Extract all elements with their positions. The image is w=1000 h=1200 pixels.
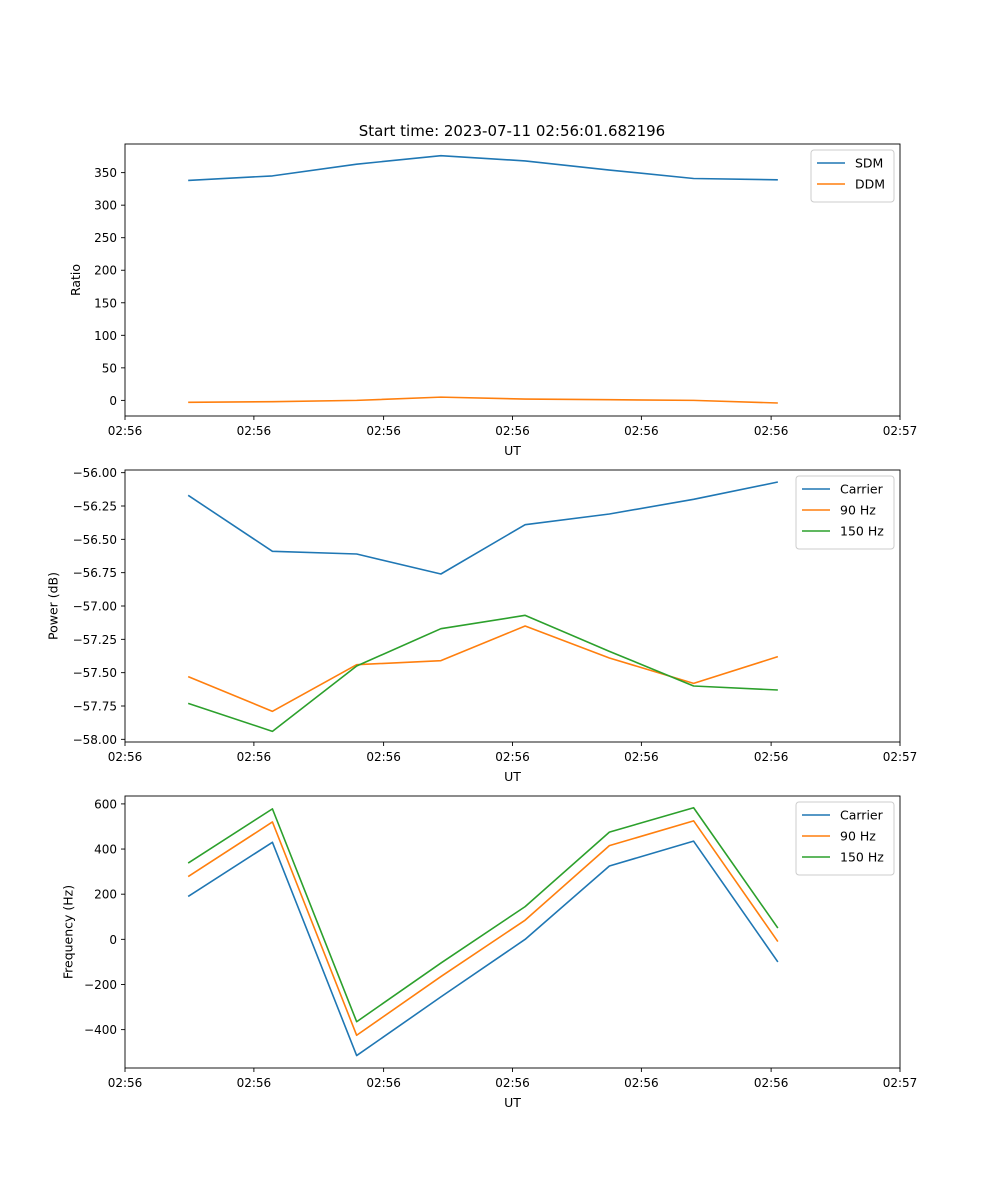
subplot-1: 02:56 02:56 02:56 02:56 02:56 02:56 02:57 0 50 10… xyxy=(68,143,918,458)
subplot-3: 02:56 02:56 02:56 02:56 02:56 02:56 02:57 −400 −… xyxy=(61,795,918,1110)
legend-entry-label: 150 Hz xyxy=(840,524,884,539)
y-tick-label: −200 xyxy=(84,978,117,992)
legend-entry-label: SDM xyxy=(855,156,883,171)
x-tick-label: 02:56 xyxy=(237,1076,272,1090)
x-axis-label: UT xyxy=(504,443,521,458)
legend-entry-label: Carrier xyxy=(840,808,884,823)
y-tick-label: 600 xyxy=(94,797,117,811)
y-tick-label: −56.00 xyxy=(73,466,117,480)
legend: Carrier 90 Hz 150 Hz xyxy=(795,475,895,550)
y-tick-label: −57.75 xyxy=(73,700,117,714)
x-tick-label: 02:57 xyxy=(883,424,918,438)
series-line-sdm xyxy=(188,154,778,182)
y-tick-label: 200 xyxy=(94,264,117,278)
series-line-150-hz xyxy=(187,806,779,1023)
x-tick-label: 02:56 xyxy=(366,1076,401,1090)
y-tick-label: 350 xyxy=(94,166,117,180)
x-tick-label: 02:56 xyxy=(754,424,789,438)
y-tick-label: 400 xyxy=(94,843,117,857)
x-tick-label: 02:56 xyxy=(366,424,401,438)
x-tick-label: 02:56 xyxy=(754,1076,789,1090)
legend: Carrier 90 Hz 150 Hz xyxy=(795,801,895,876)
y-axis-label: Frequency (Hz) xyxy=(61,885,76,979)
x-tick-label: 02:56 xyxy=(108,1076,143,1090)
panels: 02:56 02:56 02:56 02:56 02:56 02:56 02:57 0 50 10… xyxy=(45,143,918,1110)
x-tick-label: 02:56 xyxy=(624,424,659,438)
figure-title: Start time: 2023-07-11 02:56:01.682196 xyxy=(359,122,665,140)
x-tick-label: 02:57 xyxy=(883,1076,918,1090)
y-tick-label: −400 xyxy=(84,1023,117,1037)
series-line-carrier xyxy=(187,840,779,1057)
x-axis-label: UT xyxy=(504,769,521,784)
y-tick-label: 200 xyxy=(94,888,117,902)
x-tick-label: 02:56 xyxy=(495,424,530,438)
series-line-150-hz xyxy=(187,614,778,733)
x-tick-label: 02:56 xyxy=(624,750,659,764)
y-axis-label: Power (dB) xyxy=(45,572,60,640)
legend-entry-label: 90 Hz xyxy=(840,829,876,844)
y-axis-label: Ratio xyxy=(68,264,83,296)
y-tick-label: 150 xyxy=(94,296,117,310)
legend-entry-label: Carrier xyxy=(840,482,884,497)
x-tick-label: 02:57 xyxy=(883,750,918,764)
y-tick-label: 0 xyxy=(109,394,117,408)
x-tick-label: 02:56 xyxy=(237,750,272,764)
y-tick-label: −58.00 xyxy=(73,733,117,747)
y-tick-label: −57.00 xyxy=(73,600,117,614)
y-tick-label: 50 xyxy=(102,361,117,375)
series-line-90-hz xyxy=(187,625,779,713)
x-tick-label: 02:56 xyxy=(624,1076,659,1090)
x-tick-label: 02:56 xyxy=(495,750,530,764)
legend-entry-label: DDM xyxy=(855,177,885,192)
x-tick-label: 02:56 xyxy=(495,1076,530,1090)
y-tick-label: −56.25 xyxy=(73,500,117,514)
x-axis-label: UT xyxy=(504,1095,521,1110)
series-line-ddm xyxy=(188,396,778,404)
x-tick-label: 02:56 xyxy=(108,424,143,438)
legend-entry-label: 150 Hz xyxy=(840,850,884,865)
legend: SDM DDM xyxy=(810,149,895,203)
y-tick-label: −56.50 xyxy=(73,533,117,547)
y-tick-label: 300 xyxy=(94,199,117,213)
x-tick-label: 02:56 xyxy=(108,750,143,764)
y-tick-label: −57.50 xyxy=(73,666,117,680)
series-line-90-hz xyxy=(187,820,779,1037)
x-tick-label: 02:56 xyxy=(237,424,272,438)
legend-entry-label: 90 Hz xyxy=(840,503,876,518)
x-tick-label: 02:56 xyxy=(366,750,401,764)
y-tick-label: 0 xyxy=(109,933,117,947)
y-tick-label: 250 xyxy=(94,231,117,245)
series-line-carrier xyxy=(187,481,779,575)
y-tick-label: 100 xyxy=(94,329,117,343)
y-tick-label: −57.25 xyxy=(73,633,117,647)
x-tick-label: 02:56 xyxy=(754,750,789,764)
subplot-2: 02:56 02:56 02:56 02:56 02:56 02:56 02:57 −58.0… xyxy=(45,466,917,784)
y-tick-label: −56.75 xyxy=(73,566,117,580)
